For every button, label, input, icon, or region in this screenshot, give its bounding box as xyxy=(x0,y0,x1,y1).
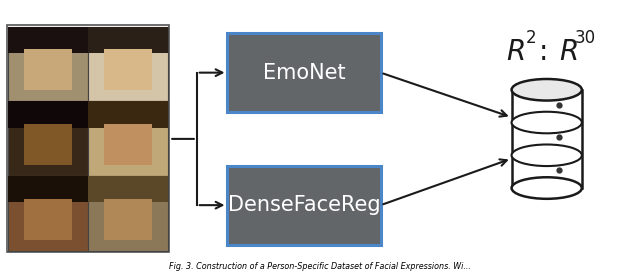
Text: DenseFaceReg: DenseFaceReg xyxy=(228,195,380,215)
Ellipse shape xyxy=(511,177,582,199)
Text: R: R xyxy=(506,38,525,66)
Bar xyxy=(24,199,72,240)
Bar xyxy=(7,25,170,252)
Bar xyxy=(104,199,152,240)
Bar xyxy=(8,176,88,251)
Bar xyxy=(88,27,168,101)
Bar xyxy=(511,90,582,188)
Ellipse shape xyxy=(511,112,582,133)
Bar xyxy=(24,124,72,165)
Bar xyxy=(8,176,88,202)
Text: 2: 2 xyxy=(525,29,536,47)
Text: 30: 30 xyxy=(575,29,596,47)
Ellipse shape xyxy=(511,79,582,101)
Bar xyxy=(8,27,88,53)
Text: R: R xyxy=(559,38,579,66)
Bar xyxy=(8,101,88,128)
Ellipse shape xyxy=(511,144,582,166)
Bar xyxy=(88,176,168,202)
Text: EmoNet: EmoNet xyxy=(263,63,346,83)
Bar xyxy=(104,124,152,165)
Bar xyxy=(88,176,168,251)
Bar xyxy=(88,27,168,53)
FancyBboxPatch shape xyxy=(227,33,381,112)
Bar xyxy=(8,101,88,176)
Bar xyxy=(88,101,168,176)
Text: :: : xyxy=(539,38,548,66)
Bar xyxy=(8,27,88,101)
FancyBboxPatch shape xyxy=(227,165,381,245)
Bar xyxy=(88,101,168,128)
Text: Fig. 3. Construction of a Person-Specific Dataset of Facial Expressions. Wi...: Fig. 3. Construction of a Person-Specifi… xyxy=(169,262,471,271)
Bar xyxy=(24,49,72,90)
Bar xyxy=(104,49,152,90)
